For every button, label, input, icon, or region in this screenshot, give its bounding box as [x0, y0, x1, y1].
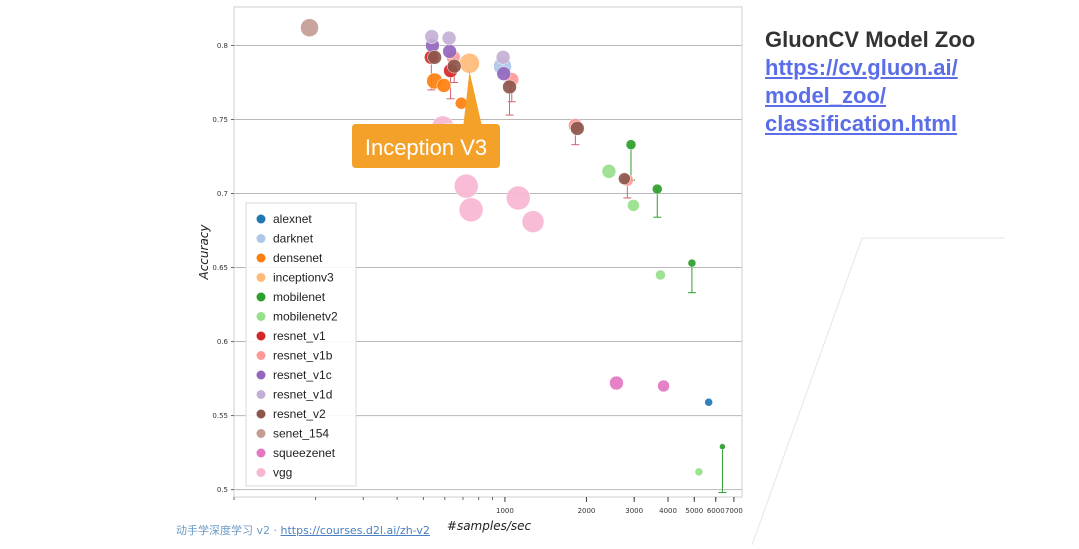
y-tick-label: 0.8: [217, 42, 228, 50]
legend-label-resnet_v2: resnet_v2: [273, 407, 326, 421]
point-resnet_v2: [427, 50, 442, 65]
legend-swatch-darknet: [256, 234, 266, 243]
point-alexnet: [704, 398, 713, 407]
point-vgg: [506, 185, 531, 211]
y-tick-label: 0.7: [217, 190, 228, 198]
inception-callout: Inception V3: [352, 71, 500, 168]
slide-title: GluonCV Model Zoo: [765, 27, 976, 52]
legend-label-resnet_v1b: resnet_v1b: [273, 349, 333, 363]
legend-label-alexnet: alexnet: [273, 212, 312, 226]
legend-swatch-squeezenet: [256, 448, 266, 458]
axes: 0.5 0.55 0.6 0.65 0.7 0.75 0.8 1000 2000 3000 4000…: [197, 6, 743, 533]
y-tick-label: 0.65: [212, 264, 228, 272]
point-resnet_v2: [502, 79, 517, 95]
legend-label-densenet: densenet: [273, 251, 323, 265]
legend-swatch-alexnet: [256, 214, 266, 224]
point-mobilenet: [687, 258, 697, 268]
legend: alexnet darknet densenet inceptionv3 mobilen…: [245, 202, 357, 487]
legend-label-vgg: vgg: [273, 466, 292, 480]
legend-swatch-mobilenetv2: [256, 312, 266, 321]
legend-swatch-senet_154: [256, 429, 266, 438]
model-zoo-link-line-2[interactable]: model_zoo/: [765, 83, 887, 108]
point-squeezenet: [609, 375, 624, 391]
x-tick-label: 2000: [578, 507, 596, 515]
legend-label-mobilenetv2: mobilenetv2: [273, 310, 338, 324]
point-densenet: [436, 78, 452, 93]
legend-swatch-resnet_v1d: [256, 390, 266, 399]
legend-label-mobilenet: mobilenet: [273, 290, 326, 304]
legend-label-squeezenet: squeezenet: [273, 446, 336, 460]
legend-label-resnet_v1: resnet_v1: [273, 329, 326, 343]
legend-label-senet_154: senet_154: [273, 427, 329, 441]
point-resnet_v1d: [424, 29, 440, 44]
x-tick-label: 6000: [707, 507, 725, 515]
data-points: [300, 18, 726, 477]
point-vgg: [454, 173, 479, 199]
legend-swatch-densenet: [256, 253, 266, 263]
point-mobilenetv2: [601, 164, 617, 179]
point-resnet_v1d: [495, 50, 511, 65]
point-mobilenetv2: [655, 269, 666, 281]
point-resnet_v2: [446, 58, 462, 74]
legend-swatch-resnet_v1b: [256, 351, 266, 360]
x-tick-label: 4000: [659, 507, 677, 515]
point-mobilenet: [652, 183, 663, 195]
footer: 动手学深度学习 v2 · https://courses.d2l.ai/zh-v…: [176, 522, 430, 538]
point-mobilenet: [719, 443, 726, 450]
plot-frame: [233, 6, 743, 498]
y-tick-label: 0.75: [212, 116, 228, 124]
x-tick-label: 1000: [496, 507, 514, 515]
point-senet_154: [300, 18, 319, 37]
legend-label-resnet_v1c: resnet_v1c: [273, 368, 332, 382]
point-resnet_v2: [570, 121, 585, 136]
model-zoo-link-line-3[interactable]: classification.html: [765, 111, 957, 136]
x-tick-label: 5000: [685, 507, 703, 515]
legend-label-darknet: darknet: [273, 232, 314, 246]
legend-swatch-mobilenet: [256, 292, 266, 302]
point-squeezenet: [657, 379, 670, 393]
point-resnet_v1c: [496, 66, 511, 81]
legend-swatch-vgg: [256, 468, 266, 477]
point-mobilenet: [625, 139, 637, 150]
legend-swatch-resnet_v1: [256, 331, 266, 341]
y-axis-title: Accuracy: [197, 224, 211, 281]
point-resnet_v1c: [442, 44, 457, 59]
y-tick-label: 0.55: [212, 412, 228, 420]
side-panel: GluonCV Model Zoo https://cv.gluon.ai/ m…: [765, 26, 1055, 138]
x-axis-title: #samples/sec: [447, 519, 532, 533]
model-zoo-link-line-1[interactable]: https://cv.gluon.ai/: [765, 55, 958, 80]
point-mobilenetv2: [694, 467, 704, 477]
x-tick-label: 3000: [625, 507, 643, 515]
footer-link[interactable]: https://courses.d2l.ai/zh-v2: [280, 524, 430, 537]
y-tick-label: 0.6: [217, 338, 229, 346]
point-vgg: [521, 210, 545, 233]
legend-label-resnet_v1d: resnet_v1d: [273, 388, 332, 402]
point-vgg: [458, 197, 484, 223]
x-tick-label: 7000: [725, 507, 743, 515]
y-tick-label: 0.5: [217, 486, 228, 494]
legend-swatch-resnet_v1c: [256, 370, 266, 380]
callout-label: Inception V3: [365, 135, 487, 160]
point-mobilenetv2: [627, 199, 640, 212]
decorative-lines: [751, 237, 1005, 546]
point-inceptionv3: [459, 53, 480, 74]
callout-box: [352, 71, 500, 168]
legend-swatch-resnet_v2: [256, 409, 266, 419]
legend-swatch-inceptionv3: [256, 273, 266, 282]
point-resnet_v1d: [441, 30, 457, 46]
legend-label-inceptionv3: inceptionv3: [273, 271, 334, 285]
point-resnet_v2: [618, 172, 631, 185]
footer-text: 动手学深度学习 v2 ·: [176, 524, 281, 537]
legend-box: [245, 202, 357, 487]
